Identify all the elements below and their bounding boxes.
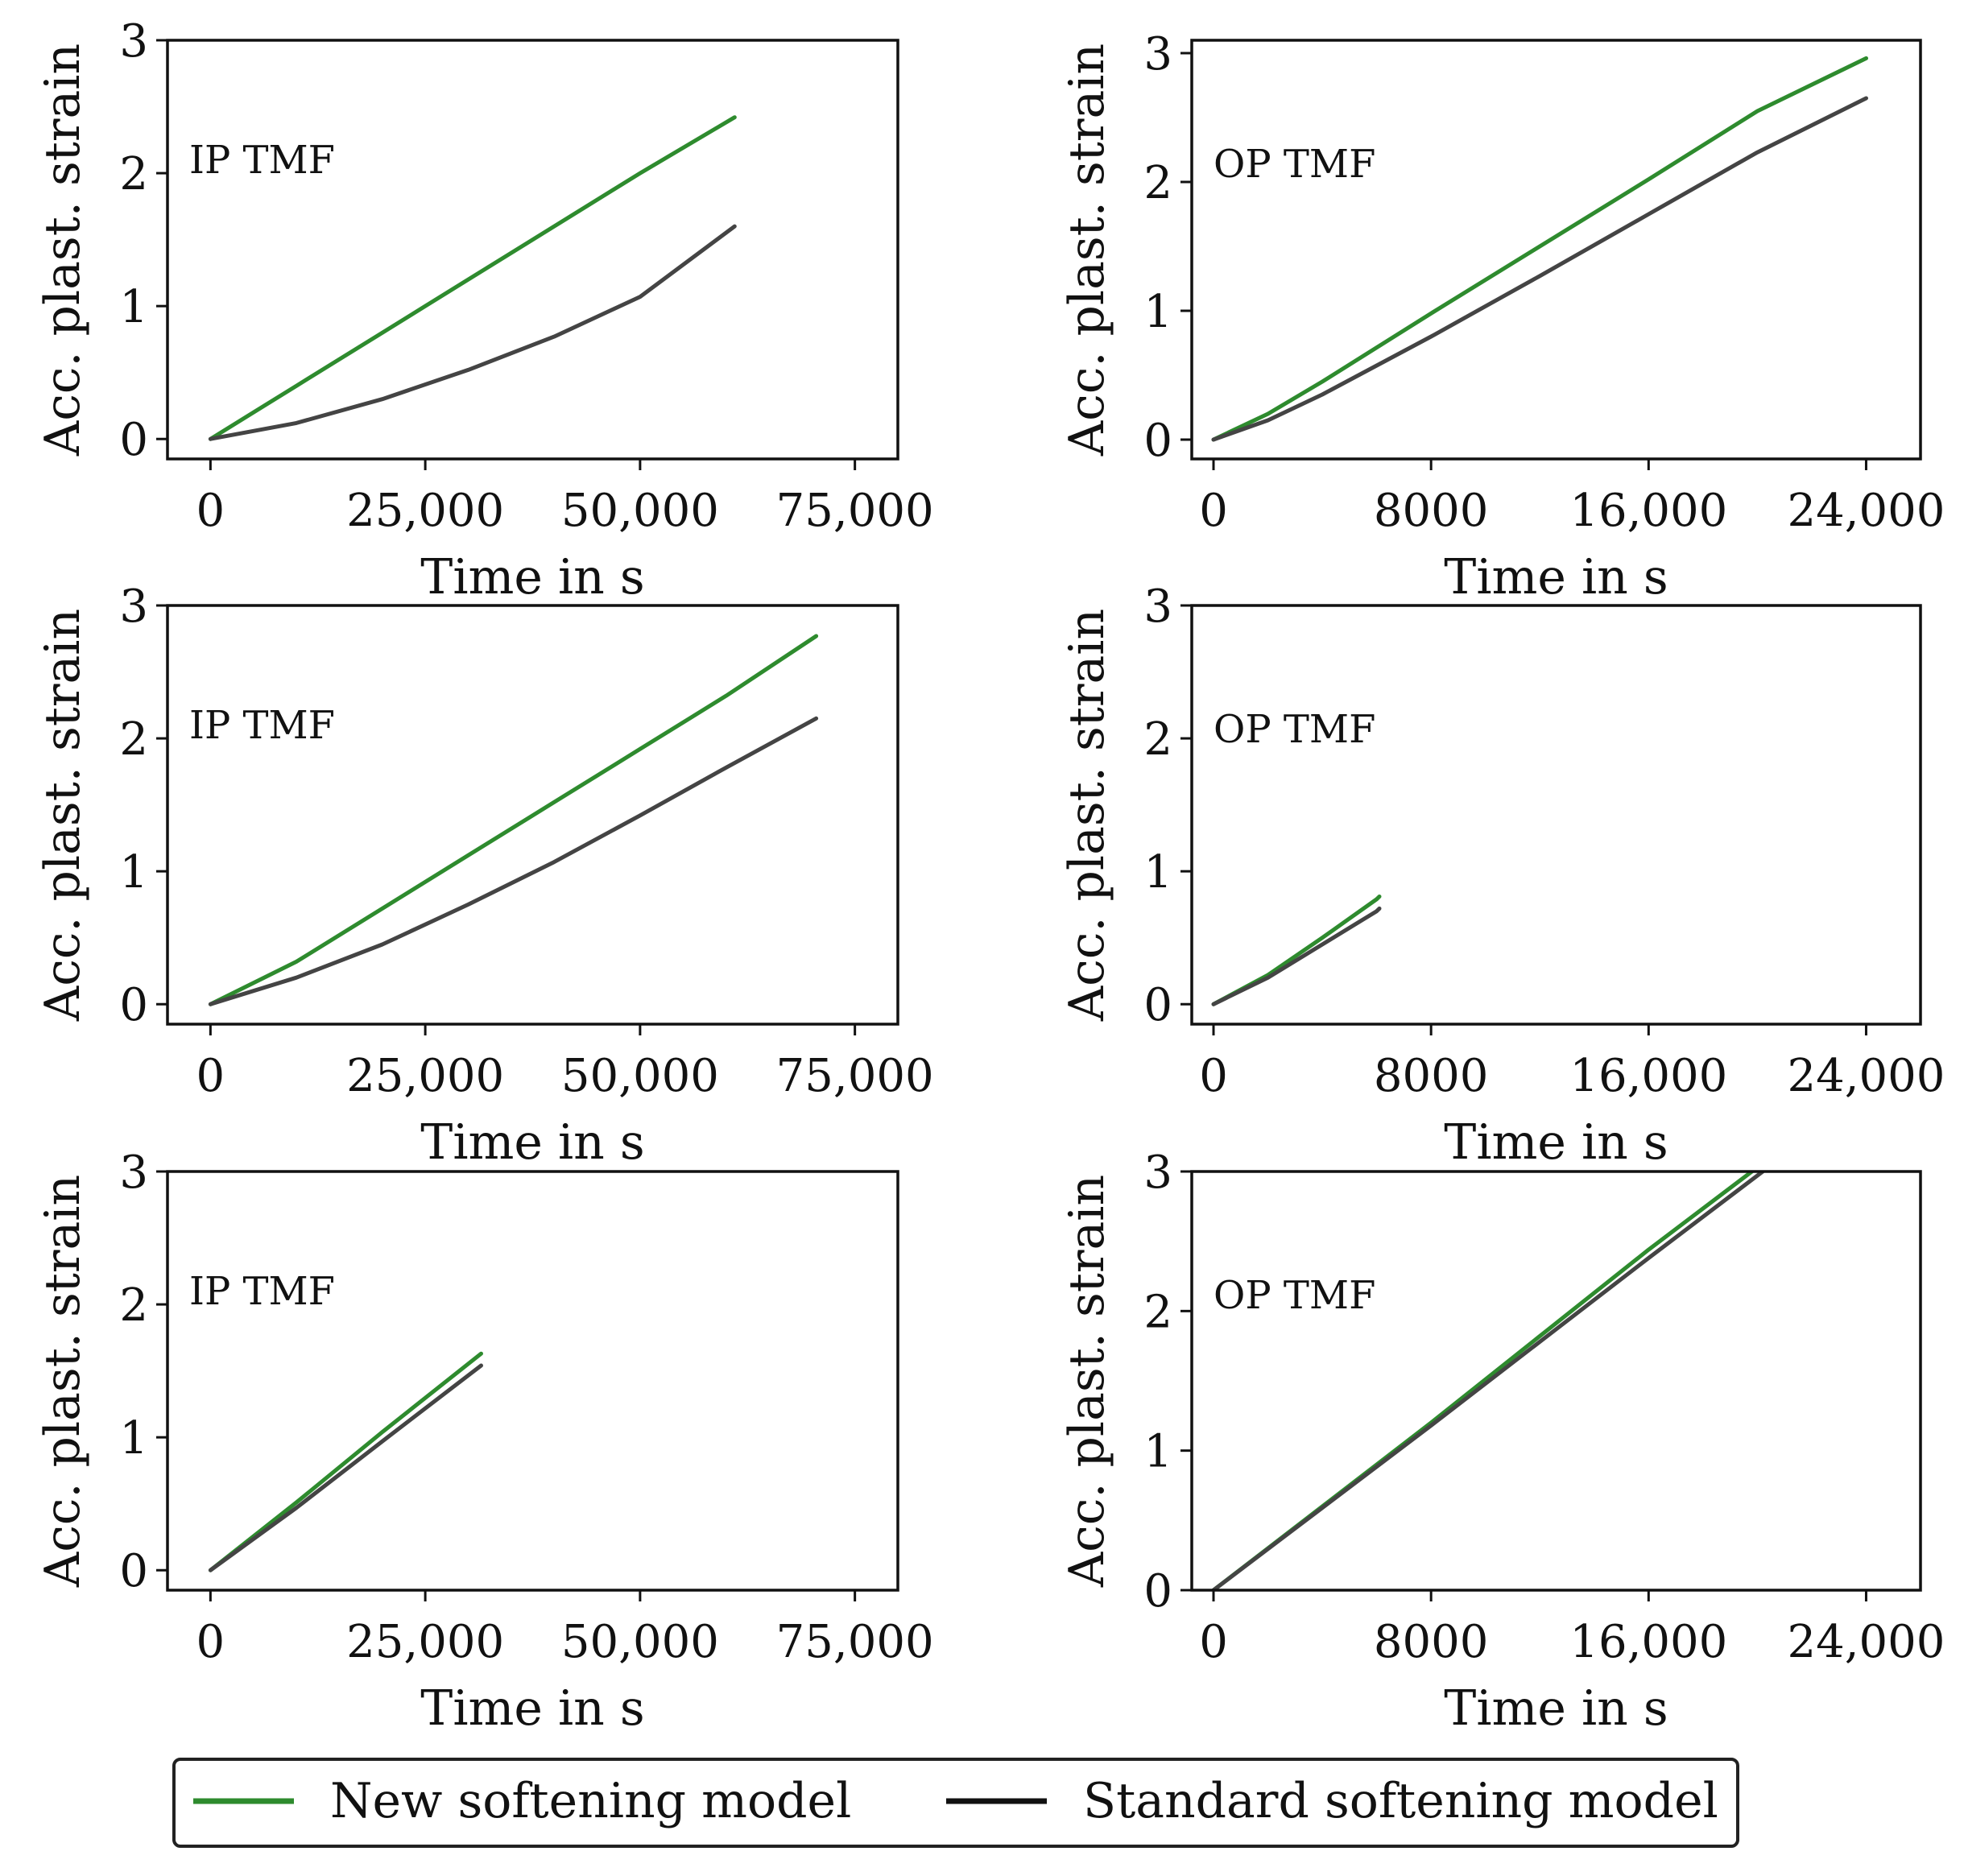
- y-tick-label: 2: [1143, 1286, 1172, 1338]
- series-line-new: [1211, 56, 1868, 442]
- x-tick-label: 75,000: [776, 1616, 934, 1668]
- y-tick-label: 1: [119, 846, 148, 899]
- y-axis-label: Acc. plast. strain: [35, 1175, 91, 1588]
- y-tick-label: 0: [119, 979, 148, 1031]
- panels-group: 0 25,000 50,000 75,000 0 1 2 3 Time in s Acc. pla…: [35, 15, 1945, 1737]
- series-line-standard: [208, 224, 737, 441]
- x-tick-label: 8000: [1374, 485, 1489, 537]
- series-line-new: [208, 115, 737, 441]
- x-tick-label: 0: [196, 485, 225, 537]
- y-tick-label: 0: [1143, 1565, 1172, 1618]
- x-tick-label: 50,000: [561, 485, 719, 537]
- x-tick-label: 24,000: [1787, 1050, 1945, 1102]
- x-tick-label: 0: [1199, 1050, 1228, 1102]
- plot-frame: [1190, 604, 1922, 1026]
- x-tick-label: 50,000: [561, 1616, 719, 1668]
- legend: New softening model Standard softening m…: [172, 1758, 1739, 1848]
- plot-frame: [166, 39, 899, 461]
- panel-annotation: IP TMF: [189, 703, 335, 748]
- chart-panel-bottom-right: 0 8000 16,000 24,000 0 1 2 3 Time in s Acc. plast…: [1059, 1147, 1945, 1737]
- x-axis-label: Time in s: [1444, 549, 1668, 605]
- y-axis-label: Acc. plast. strain: [1059, 609, 1115, 1022]
- y-tick-label: 0: [119, 414, 148, 466]
- x-axis-label: Time in s: [420, 1114, 644, 1171]
- x-tick-label: 8000: [1374, 1616, 1489, 1668]
- y-axis-label: Acc. plast. strain: [1059, 43, 1115, 457]
- series-line-standard: [208, 716, 819, 1006]
- x-tick-label: 16,000: [1569, 485, 1727, 537]
- y-tick-label: 0: [119, 1545, 148, 1597]
- panel-annotation: IP TMF: [189, 1269, 335, 1314]
- y-tick-label: 1: [119, 281, 148, 333]
- chart-panel-bottom-left: 0 25,000 50,000 75,000 0 1 2 3 Time in s Acc. pla…: [35, 1147, 934, 1737]
- x-tick-label: 8000: [1374, 1050, 1489, 1102]
- x-tick-label: 25,000: [346, 1050, 504, 1102]
- y-tick-label: 0: [1143, 979, 1172, 1031]
- y-tick-label: 1: [1143, 1426, 1172, 1478]
- panel-annotation: OP TMF: [1214, 142, 1375, 187]
- series-line-new: [208, 634, 819, 1006]
- y-axis-label: Acc. plast. strain: [35, 609, 91, 1022]
- series-line-new: [1211, 895, 1382, 1006]
- x-axis-label: Time in s: [420, 549, 644, 605]
- chart-panel-top-left: 0 25,000 50,000 75,000 0 1 2 3 Time in s Acc. pla…: [35, 15, 934, 605]
- panel-annotation: IP TMF: [189, 138, 335, 183]
- plot-frame: [166, 604, 899, 1026]
- chart-panel-middle-left: 0 25,000 50,000 75,000 0 1 2 3 Time in s Acc. pla…: [35, 581, 934, 1171]
- y-tick-label: 3: [1143, 1147, 1172, 1199]
- x-tick-label: 75,000: [776, 485, 934, 537]
- y-tick-label: 3: [119, 581, 148, 633]
- x-tick-label: 25,000: [346, 485, 504, 537]
- y-tick-label: 2: [119, 713, 148, 766]
- y-tick-label: 2: [1143, 157, 1172, 209]
- y-tick-label: 1: [1143, 846, 1172, 899]
- chart-panel-top-right: 0 8000 16,000 24,000 0 1 2 3 Time in s Acc. plast…: [1059, 28, 1945, 605]
- y-tick-label: 2: [1143, 713, 1172, 766]
- series-line-new: [208, 1351, 483, 1572]
- x-axis-label: Time in s: [1444, 1114, 1668, 1171]
- x-axis-label: Time in s: [1444, 1680, 1668, 1737]
- x-axis-label: Time in s: [420, 1680, 644, 1737]
- x-tick-label: 16,000: [1569, 1616, 1727, 1668]
- y-tick-label: 3: [119, 15, 148, 68]
- x-tick-label: 16,000: [1569, 1050, 1727, 1102]
- y-tick-label: 1: [119, 1412, 148, 1465]
- plot-frame: [166, 1170, 899, 1592]
- x-tick-label: 0: [196, 1050, 225, 1102]
- x-tick-label: 0: [196, 1616, 225, 1668]
- series-line-standard: [1211, 96, 1868, 442]
- y-tick-label: 3: [1143, 28, 1172, 81]
- series-line-standard: [208, 1363, 483, 1572]
- y-tick-label: 2: [119, 1279, 148, 1332]
- chart-panel-middle-right: 0 8000 16,000 24,000 0 1 2 3 Time in s Acc. plast…: [1059, 581, 1945, 1171]
- x-tick-label: 50,000: [561, 1050, 719, 1102]
- series-line-standard: [1211, 906, 1382, 1006]
- y-axis-label: Acc. plast. strain: [1059, 1175, 1115, 1588]
- y-axis-label: Acc. plast. strain: [35, 43, 91, 457]
- y-tick-label: 0: [1143, 415, 1172, 467]
- x-tick-label: 24,000: [1787, 1616, 1945, 1668]
- x-tick-label: 24,000: [1787, 485, 1945, 537]
- x-tick-label: 0: [1199, 485, 1228, 537]
- x-tick-label: 25,000: [346, 1616, 504, 1668]
- y-tick-label: 3: [119, 1147, 148, 1199]
- y-tick-label: 2: [119, 148, 148, 200]
- y-tick-label: 1: [1143, 286, 1172, 338]
- series-line-standard: [1211, 1171, 1765, 1590]
- plot-frame: [1190, 1170, 1922, 1592]
- legend-label-standard: Standard softening model: [1083, 1773, 1718, 1829]
- panel-annotation: OP TMF: [1214, 707, 1375, 752]
- legend-label-new: New softening model: [330, 1773, 851, 1829]
- x-tick-label: 75,000: [776, 1050, 934, 1102]
- panel-annotation: OP TMF: [1214, 1273, 1375, 1318]
- plot-frame: [1190, 39, 1922, 461]
- x-tick-label: 0: [1199, 1616, 1228, 1668]
- y-tick-label: 3: [1143, 581, 1172, 633]
